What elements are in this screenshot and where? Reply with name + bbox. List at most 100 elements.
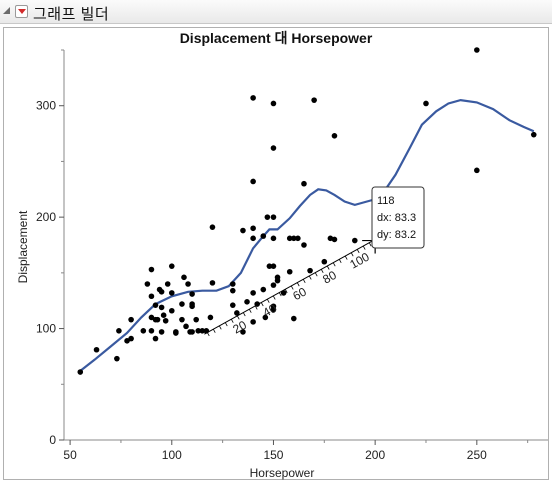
data-point[interactable] [189,303,195,310]
measure-scale-tick [206,332,210,337]
data-point[interactable] [209,280,216,286]
data-point[interactable] [530,131,537,138]
data-point[interactable] [148,293,155,300]
data-point[interactable] [301,242,307,248]
measure-scale-tick [362,245,366,250]
data-point[interactable] [270,263,277,269]
data-point[interactable] [185,281,191,287]
data-point[interactable] [301,180,307,187]
data-point[interactable] [158,289,165,295]
data-point[interactable] [262,314,269,321]
data-point[interactable] [270,214,277,220]
measure-scale-label: 20 [230,318,249,337]
data-point[interactable] [474,167,480,174]
data-point[interactable] [250,319,256,325]
data-point[interactable] [158,329,165,335]
data-point[interactable] [189,329,195,335]
measure-scale-tick [230,318,234,323]
data-point[interactable] [229,302,236,308]
data-point[interactable] [270,145,277,151]
x-tick-label: 200 [365,448,385,462]
data-point[interactable] [270,235,277,242]
data-point[interactable] [250,235,256,242]
data-point[interactable] [164,281,171,287]
data-point[interactable] [290,315,297,322]
measure-scale-tick [260,302,264,307]
tooltip-value: 118 [377,195,395,207]
data-point[interactable] [250,95,256,101]
data-point[interactable] [160,312,167,319]
data-point[interactable] [250,178,256,185]
data-point[interactable] [148,266,155,273]
data-point[interactable] [264,214,271,220]
data-point[interactable] [154,316,161,323]
data-point[interactable] [144,281,151,287]
data-point[interactable] [266,263,273,269]
data-point[interactable] [474,47,480,53]
data-point[interactable] [199,328,206,334]
data-point[interactable] [168,263,175,269]
data-point[interactable] [189,291,195,297]
data-point[interactable] [77,369,84,375]
measure-scale-tick [338,259,342,264]
data-point[interactable] [352,237,358,244]
measure-scale-label: 60 [290,284,309,303]
y-tick-label: 0 [49,433,56,447]
data-point[interactable] [193,316,199,323]
measure-scale-tick [308,275,312,280]
data-point[interactable] [286,268,293,275]
data-point[interactable] [152,302,159,308]
data-point[interactable] [209,224,216,230]
data-point[interactable] [128,335,134,342]
data-point[interactable] [274,274,281,281]
data-point[interactable] [270,306,277,313]
measure-scale-tick [284,289,288,293]
data-point[interactable] [229,281,236,287]
data-point[interactable] [250,290,256,296]
data-point[interactable] [181,274,187,281]
data-point[interactable] [173,330,179,336]
data-point[interactable] [240,329,246,335]
data-point[interactable] [179,301,185,307]
data-point[interactable] [307,267,313,274]
data-point[interactable] [250,225,256,232]
data-point[interactable] [114,355,120,362]
data-point[interactable] [331,236,338,243]
data-point[interactable] [229,287,236,294]
data-point[interactable] [168,307,175,314]
data-point[interactable] [179,316,185,323]
data-point[interactable] [240,227,246,234]
measure-scale-tick [296,282,300,287]
collapse-triangle-icon[interactable] [3,7,10,14]
red-triangle-menu-icon[interactable] [15,5,28,18]
data-point[interactable] [140,328,147,334]
data-point[interactable] [162,317,169,324]
data-point[interactable] [260,286,267,293]
data-point[interactable] [183,323,189,330]
data-point[interactable] [244,299,250,305]
data-point[interactable] [295,235,301,242]
data-point[interactable] [331,133,338,139]
data-point[interactable] [168,290,175,296]
data-point[interactable] [311,97,317,103]
data-point[interactable] [286,235,293,242]
data-point[interactable] [195,328,202,334]
data-point[interactable] [152,335,159,342]
measure-scale-tick [344,255,348,260]
data-point[interactable] [423,100,429,107]
data-point[interactable] [260,233,267,239]
data-point[interactable] [234,310,240,316]
tooltip-dy: dy: 83.2 [377,229,416,241]
data-point[interactable] [270,282,277,288]
data-point[interactable] [128,316,134,323]
data-point[interactable] [290,235,297,242]
data-point[interactable] [270,100,277,107]
data-point[interactable] [116,328,122,334]
data-point[interactable] [148,328,155,334]
data-point[interactable] [207,314,214,321]
data-point[interactable] [93,346,100,353]
measure-scale-tick [320,269,324,274]
data-point[interactable] [158,304,165,311]
data-point[interactable] [321,258,328,265]
